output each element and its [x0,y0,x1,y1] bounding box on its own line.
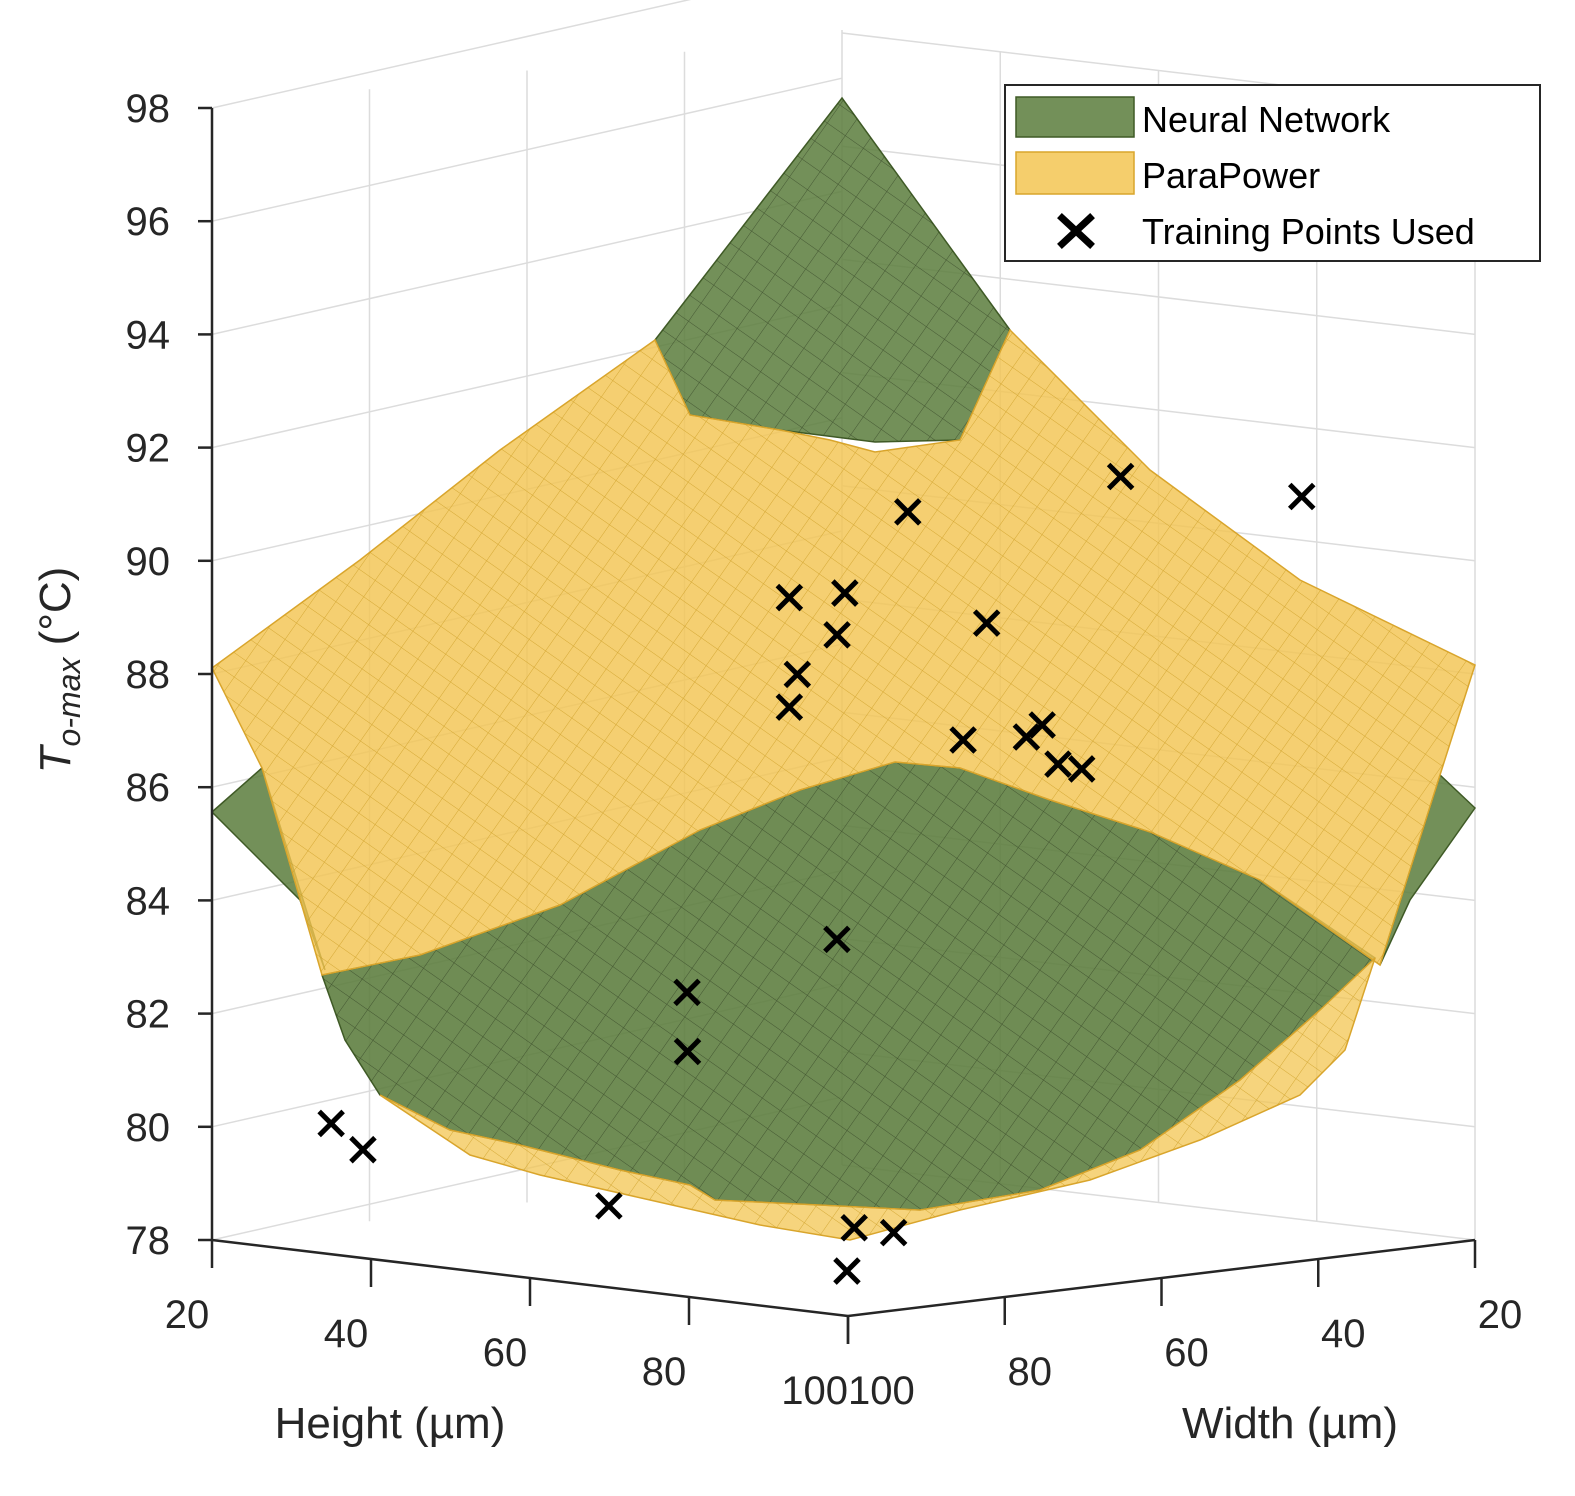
training-point-x [1028,711,1056,739]
x-tick-labels: 20 40 60 80 100 [165,1293,848,1413]
parapower-surface [211,328,1476,1241]
x-tick-label: 60 [483,1331,528,1375]
x-tick-label: 80 [642,1350,687,1394]
z-tick-label: 88 [126,653,171,697]
legend: Neural Network ParaPower Training Points… [1004,84,1541,262]
training-point-marker [783,660,812,689]
z-axis-title: To-max (°C) [31,567,87,774]
training-point-x [595,1192,623,1220]
y-tick-label: 60 [1164,1331,1209,1375]
legend-tp-label: Training Points Used [1142,211,1475,252]
training-point-marker [1287,482,1316,511]
z-tick-label: 82 [126,993,171,1037]
training-point-marker [1044,750,1072,778]
training-point-x [972,609,1001,637]
x-tick-label: 100 [781,1369,848,1413]
z-tick-label: 80 [126,1106,171,1150]
training-point-marker [840,1213,868,1242]
y-tick-label: 80 [1008,1350,1053,1394]
training-point-x [783,660,812,689]
training-points [317,462,1316,1285]
training-point-x [673,978,701,1007]
x-axis-title: Height (µm) [275,1399,506,1448]
training-point-x [833,1257,861,1285]
training-point-marker [775,693,804,721]
legend-x-marker-icon [1057,213,1095,249]
legend-nn-label: Neural Network [1142,99,1391,140]
training-point-x [840,1213,868,1242]
training-point-marker [972,609,1001,637]
z-tick-label: 94 [126,313,171,357]
training-point-x [349,1135,377,1164]
training-point-x [823,925,851,954]
z-tick-label: 96 [126,200,171,244]
training-point-x [949,726,977,754]
legend-pp-label: ParaPower [1142,155,1320,196]
z-axis-title-main: T [31,743,80,773]
training-point-x [1012,723,1041,751]
neural-network-surface [210,96,1476,1211]
pp-surface-main-hatch [212,330,1475,975]
training-point-x [831,579,859,607]
training-point-marker [1067,755,1096,783]
y-tick-label: 20 [1478,1293,1523,1337]
training-point-x [823,621,851,649]
training-point-x [1044,750,1072,778]
nn-surface-back-hatch [655,98,1010,442]
training-point-marker [823,621,851,649]
z-tick-label: 84 [126,879,171,923]
z-tick-label: 86 [126,766,171,810]
y-tick-labels: 100 80 60 40 20 [848,1293,1522,1413]
z-tick-label: 78 [126,1219,171,1263]
training-point-x [775,583,804,612]
z-tick-label: 98 [126,87,171,131]
training-point-marker [823,925,851,954]
training-point-marker [949,726,977,754]
training-point-x [879,1218,908,1247]
axes [198,106,1477,1344]
training-point-x [673,1037,702,1066]
z-axis-title-sub: o-max [51,657,87,747]
y-tick-label: 40 [1321,1312,1366,1356]
training-point-marker [349,1135,377,1164]
z-tick-labels: 78 80 82 84 86 88 90 92 94 96 98 [126,87,171,1263]
training-point-marker [1028,711,1056,739]
x-tick-label: 20 [165,1293,210,1337]
grid-z-left [211,0,692,109]
training-point-marker [894,498,922,526]
training-point-marker [595,1192,623,1220]
training-point-x [1287,482,1316,511]
legend-nn-swatch [1015,96,1135,138]
z-tick-label: 92 [126,427,171,471]
training-point-marker [1106,462,1135,491]
y-tick-label: 100 [848,1369,915,1413]
training-point-marker [673,978,701,1007]
training-point-marker [833,1257,861,1285]
training-point-marker [775,583,804,612]
y-axis-title: Width (µm) [1182,1399,1398,1448]
z-tick-label: 90 [126,540,171,584]
training-point-marker [1012,723,1041,751]
training-point-x [1106,462,1135,491]
training-point-marker [879,1218,908,1247]
training-point-x [775,693,804,721]
training-point-marker [317,1109,345,1138]
training-point-x [317,1109,345,1138]
training-point-marker [673,1037,702,1066]
nn-surface-front-hatch [322,762,1375,1210]
z-axis-title-unit: (°C) [31,567,80,658]
training-point-x [894,498,922,526]
x-tick-label: 40 [324,1312,369,1356]
training-point-x [1067,755,1096,783]
training-point-marker [831,579,859,607]
legend-pp-swatch [1015,151,1135,195]
